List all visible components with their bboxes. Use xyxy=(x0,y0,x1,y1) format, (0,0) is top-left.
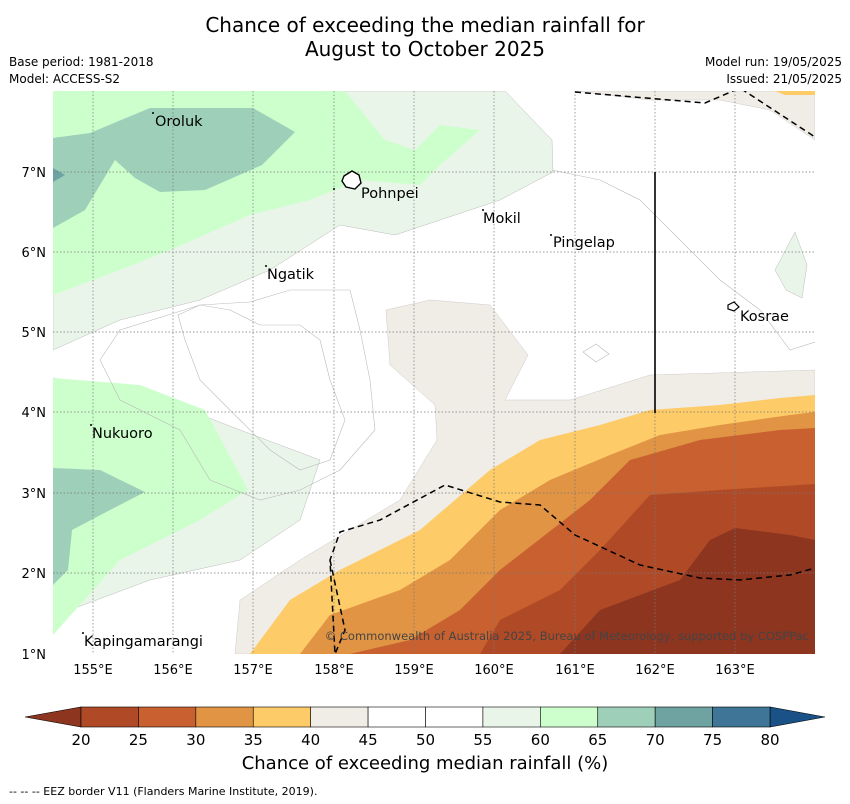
colorbar-swatch xyxy=(138,706,197,728)
colorbar-tick: 55 xyxy=(473,731,492,749)
pohnpei-dot xyxy=(333,188,335,190)
contour-20-25 xyxy=(560,528,815,654)
lon-tick: 156°E xyxy=(153,663,193,678)
colorbar-tick: 40 xyxy=(301,731,320,749)
model-run-text: Model run: 19/05/2025 xyxy=(704,55,842,69)
contour-70-75-north xyxy=(53,168,65,182)
lat-tick: 6°N xyxy=(22,246,47,261)
contour-line-small xyxy=(582,343,610,363)
lat-tick: 4°N xyxy=(22,406,47,421)
colorbar: 20 25 30 35 40 45 50 55 60 65 70 75 80 xyxy=(24,706,826,749)
colorbar-swatch xyxy=(425,706,484,728)
colorbar-tick: 80 xyxy=(760,731,779,749)
copyright-text: © Commonwealth of Australia 2025, Bureau… xyxy=(325,629,809,643)
lon-tick: 161°E xyxy=(555,663,595,678)
nukuoro-dot xyxy=(90,424,92,426)
lat-tick: 1°N xyxy=(22,648,47,663)
model-text: Model: ACCESS-S2 xyxy=(9,72,121,86)
contour-65-70-south xyxy=(53,468,145,585)
colorbar-tick: 25 xyxy=(129,731,148,749)
colorbar-label: Chance of exceeding median rainfall (%) xyxy=(241,753,609,774)
colorbar-swatch xyxy=(80,706,139,728)
contour-top-right-yellow xyxy=(775,91,815,95)
lat-tick: 7°N xyxy=(22,166,47,181)
lat-tick: 5°N xyxy=(22,326,47,341)
contour-top-right xyxy=(574,91,815,141)
label-mokil: Mokil xyxy=(483,211,521,227)
kosrae-island xyxy=(727,301,740,312)
eez-borders xyxy=(329,91,815,654)
colorbar-tick: 75 xyxy=(703,731,722,749)
lat-tick: 2°N xyxy=(22,567,47,582)
lon-tick: 163°E xyxy=(715,663,755,678)
colorbar-tick: 30 xyxy=(186,731,205,749)
contour-east-patch xyxy=(774,231,808,299)
colorbar-swatch xyxy=(540,706,599,728)
pingelap-dot xyxy=(550,234,552,236)
lon-tick: 155°E xyxy=(73,663,113,678)
pohnpei-island xyxy=(341,170,362,190)
base-period-text: Base period: 1981-2018 xyxy=(9,55,154,69)
lat-tick-labels: 7°N 6°N 5°N 4°N 3°N 2°N 1°N xyxy=(22,166,47,663)
colorbar-under-arrow xyxy=(24,706,82,728)
label-pingelap: Pingelap xyxy=(553,235,615,251)
title-line-2: August to October 2025 xyxy=(304,37,546,61)
chart-title: Chance of exceeding the median rainfall … xyxy=(0,13,850,61)
contour-line-50 xyxy=(99,289,376,501)
colorbar-swatch xyxy=(654,706,713,728)
contour-60-65-south xyxy=(53,378,248,635)
label-nukuoro: Nukuoro xyxy=(92,426,153,442)
lon-tick: 158°E xyxy=(314,663,354,678)
lon-tick: 160°E xyxy=(474,663,514,678)
lon-tick: 159°E xyxy=(394,663,434,678)
label-pohnpei: Pohnpei xyxy=(361,186,419,202)
colorbar-tick: 45 xyxy=(359,731,378,749)
map-area xyxy=(53,91,815,654)
colorbar-swatch xyxy=(252,706,311,728)
colorbar-swatch xyxy=(195,706,254,728)
colorbar-tick: 65 xyxy=(588,731,607,749)
label-kosrae: Kosrae xyxy=(740,309,789,325)
mokil-dot xyxy=(482,209,484,211)
meta-right: Model run: 19/05/2025 Issued: 21/05/2025 xyxy=(705,54,842,88)
colorbar-tick: 20 xyxy=(71,731,90,749)
colorbar-tick: 35 xyxy=(244,731,263,749)
footnote: -- -- -- EEZ border V11 (Flanders Marine… xyxy=(9,785,318,798)
colorbar-swatch xyxy=(310,706,369,728)
contour-65-70-north xyxy=(53,108,295,228)
lon-tick: 162°E xyxy=(635,663,675,678)
colorbar-swatch xyxy=(597,706,656,728)
colorbar-tick: 70 xyxy=(646,731,665,749)
colorbar-over-arrow xyxy=(769,706,826,728)
lon-tick: 157°E xyxy=(233,663,273,678)
label-oroluk: Oroluk xyxy=(155,114,203,130)
gridlines xyxy=(53,91,815,654)
colorbar-swatch xyxy=(482,706,541,728)
issued-text: Issued: 21/05/2025 xyxy=(726,72,842,86)
lat-tick: 3°N xyxy=(22,487,47,502)
label-kapingamarangi: Kapingamarangi xyxy=(84,634,203,650)
contour-line-east xyxy=(551,169,815,351)
title-line-1: Chance of exceeding the median rainfall … xyxy=(205,13,645,37)
colorbar-tick: 50 xyxy=(416,731,435,749)
oroluk-dot xyxy=(152,112,154,114)
ngatik-dot xyxy=(265,265,267,267)
kapinga-dot xyxy=(82,632,84,634)
contour-line-inner xyxy=(177,304,346,471)
colorbar-swatch xyxy=(367,706,426,728)
colorbar-tick: 60 xyxy=(531,731,550,749)
meta-left: Base period: 1981-2018 Model: ACCESS-S2 xyxy=(9,54,154,88)
lon-tick-labels: 155°E 156°E 157°E 158°E 159°E 160°E 161°… xyxy=(73,663,755,678)
label-ngatik: Ngatik xyxy=(267,267,315,283)
colorbar-swatch xyxy=(712,706,771,728)
